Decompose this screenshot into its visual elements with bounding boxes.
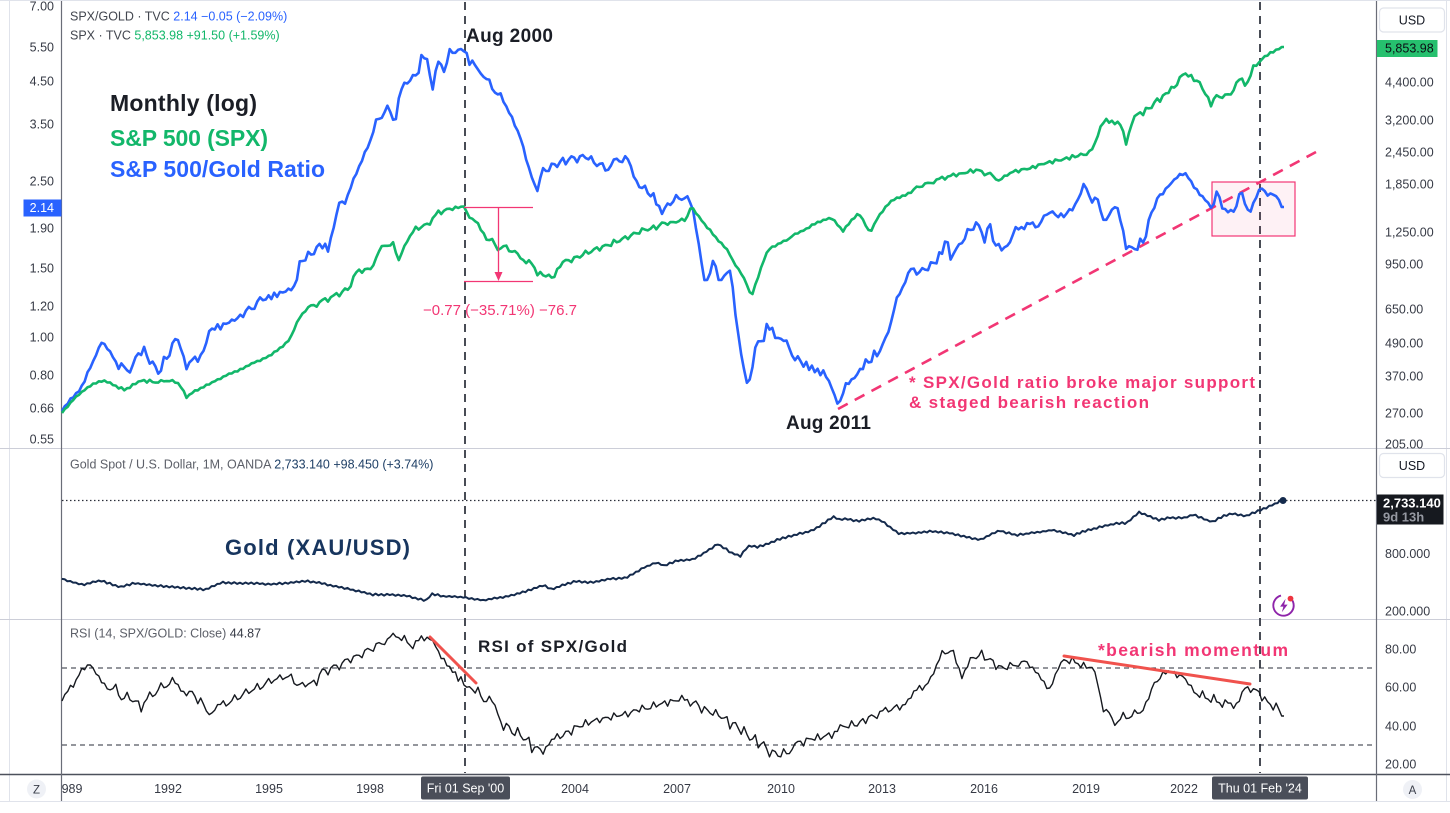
svg-text:490.00: 490.00: [1385, 336, 1423, 350]
svg-text:80.00: 80.00: [1385, 642, 1416, 656]
svg-text:2.50: 2.50: [30, 174, 54, 188]
svg-text:2022: 2022: [1170, 782, 1198, 796]
svg-text:S&P 500 (SPX): S&P 500 (SPX): [110, 125, 268, 151]
svg-text:3.50: 3.50: [30, 117, 54, 131]
svg-text:0.55: 0.55: [30, 432, 54, 446]
svg-text:Aug 2000: Aug 2000: [466, 26, 553, 47]
svg-text:60.00: 60.00: [1385, 680, 1416, 694]
svg-text:S&P 500/Gold Ratio: S&P 500/Gold Ratio: [110, 156, 325, 182]
svg-text:20.00: 20.00: [1385, 757, 1416, 771]
svg-text:989: 989: [62, 782, 83, 796]
svg-text:205.00: 205.00: [1385, 437, 1423, 451]
svg-text:2013: 2013: [868, 782, 896, 796]
svg-text:2,450.00: 2,450.00: [1385, 145, 1434, 159]
svg-text:* SPX/Gold ratio broke major s: * SPX/Gold ratio broke major support: [909, 373, 1255, 392]
svg-text:3,200.00: 3,200.00: [1385, 113, 1434, 127]
svg-text:RSI (14, SPX/GOLD: Close) 44.: RSI (14, SPX/GOLD: Close) 44.87: [70, 627, 261, 641]
svg-text:A: A: [1409, 785, 1417, 797]
svg-text:1.00: 1.00: [30, 330, 54, 344]
svg-text:5,853.98: 5,853.98: [1385, 42, 1434, 56]
svg-text:2,733.140: 2,733.140: [1383, 496, 1441, 511]
svg-text:0.66: 0.66: [30, 401, 54, 415]
svg-text:Z: Z: [33, 784, 40, 796]
svg-text:1.90: 1.90: [30, 221, 54, 235]
svg-text:1998: 1998: [356, 782, 384, 796]
svg-text:*bearish momentum: *bearish momentum: [1098, 640, 1288, 660]
svg-text:7.00: 7.00: [30, 0, 54, 13]
svg-text:0.80: 0.80: [30, 368, 54, 382]
svg-text:1992: 1992: [154, 782, 182, 796]
svg-text:SPX/GOLD · TVC 2.14 −0.05 (−: SPX/GOLD · TVC 2.14 −0.05 (−2.09%): [70, 10, 287, 24]
svg-text:4.50: 4.50: [30, 74, 54, 88]
svg-text:2016: 2016: [970, 782, 998, 796]
svg-text:1.50: 1.50: [30, 261, 54, 275]
svg-text:2.14: 2.14: [30, 201, 54, 215]
svg-text:800.000: 800.000: [1385, 547, 1430, 561]
svg-text:1.20: 1.20: [30, 299, 54, 313]
svg-text:2007: 2007: [663, 782, 691, 796]
svg-text:9d 13h: 9d 13h: [1383, 510, 1424, 525]
svg-text:650.00: 650.00: [1385, 302, 1423, 316]
svg-text:5.50: 5.50: [30, 40, 54, 54]
svg-text:370.00: 370.00: [1385, 369, 1423, 383]
svg-text:1,850.00: 1,850.00: [1385, 177, 1434, 191]
svg-text:Gold (XAU/USD): Gold (XAU/USD): [225, 535, 410, 560]
svg-text:USD: USD: [1399, 14, 1425, 28]
svg-text:RSI of SPX/Gold: RSI of SPX/Gold: [478, 637, 627, 656]
svg-text:2004: 2004: [561, 782, 589, 796]
svg-text:950.00: 950.00: [1385, 257, 1423, 271]
svg-text:1995: 1995: [255, 782, 283, 796]
svg-text:−0.77 (−35.71%) −76.7: −0.77 (−35.71%) −76.7: [423, 302, 577, 319]
svg-text:USD: USD: [1399, 459, 1425, 473]
svg-text:2019: 2019: [1072, 782, 1100, 796]
svg-text:Thu 01 Feb '24: Thu 01 Feb '24: [1218, 782, 1302, 796]
svg-text:200.000: 200.000: [1385, 604, 1430, 618]
svg-text:270.00: 270.00: [1385, 406, 1423, 420]
svg-text:& staged bearish reaction: & staged bearish reaction: [909, 393, 1149, 412]
svg-text:1,250.00: 1,250.00: [1385, 225, 1434, 239]
svg-text:2010: 2010: [767, 782, 795, 796]
svg-text:Fri 01 Sep '00: Fri 01 Sep '00: [427, 782, 504, 796]
svg-text:Monthly (log): Monthly (log): [110, 90, 257, 116]
svg-text:4,400.00: 4,400.00: [1385, 75, 1434, 89]
svg-text:Aug 2011: Aug 2011: [786, 413, 871, 434]
svg-text:Gold Spot / U.S. Dollar, 1M, O: Gold Spot / U.S. Dollar, 1M, OANDA 2,733…: [70, 458, 433, 472]
svg-text:SPX · TVC 5,853.98 +91.50 (+: SPX · TVC 5,853.98 +91.50 (+1.59%): [70, 29, 280, 43]
svg-text:40.00: 40.00: [1385, 719, 1416, 733]
